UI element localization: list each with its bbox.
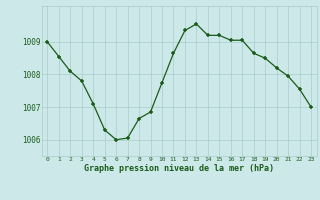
X-axis label: Graphe pression niveau de la mer (hPa): Graphe pression niveau de la mer (hPa): [84, 164, 274, 173]
